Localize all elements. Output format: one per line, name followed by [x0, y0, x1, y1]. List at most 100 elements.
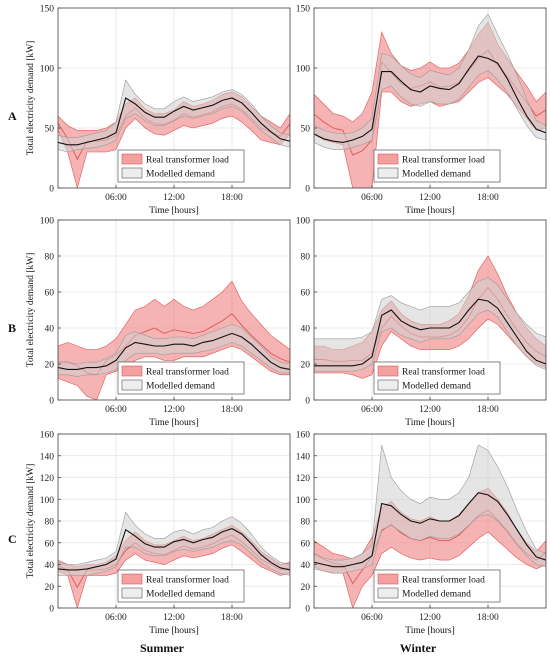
legend: Real transformer load Modelled demand: [117, 361, 245, 395]
modelled-demand-band: [314, 444, 546, 574]
series-layer: [314, 13, 546, 188]
x-tick-label: 18:00: [477, 193, 499, 203]
series-layer: [314, 444, 546, 608]
y-tick-label: 40: [301, 325, 311, 335]
legend: Real transformer load Modelled demand: [117, 569, 245, 603]
legend-swatch-real: [121, 573, 143, 585]
y-tick-label: 100: [296, 65, 311, 75]
y-tick-label: 40: [45, 561, 55, 571]
legend-swatch-modelled: [377, 379, 399, 391]
modelled-demand-line: [58, 332, 290, 370]
y-tick-label: 0: [305, 397, 310, 407]
x-tick-label: 12:00: [163, 405, 185, 415]
legend-swatch-modelled: [377, 167, 399, 179]
x-tick-label: 12:00: [419, 405, 441, 415]
legend-label-real: Real transformer load: [146, 155, 229, 166]
x-tick-label: 06:00: [105, 193, 127, 203]
legend-swatch-real: [377, 573, 399, 585]
modelled-demand-band: [314, 13, 546, 150]
legend: Real transformer load Modelled demand: [373, 149, 501, 183]
y-tick-label: 100: [296, 217, 311, 227]
x-tick-label: 12:00: [419, 193, 441, 203]
legend-label-modelled: Modelled demand: [146, 382, 215, 392]
y-tick-label: 160: [296, 431, 311, 441]
panel-b-winter: 0 20 40 60 80 100 06:00 12:00 18:00 Time [hours] R…: [296, 217, 547, 428]
legend-swatch-modelled: [121, 167, 143, 179]
y-tick-label: 140: [40, 452, 55, 462]
series-layer: [58, 511, 290, 608]
modelled-demand-line: [314, 492, 546, 568]
modelled-demand-band: [58, 324, 290, 377]
y-tick-label: 50: [45, 125, 55, 135]
legend-swatch-real: [121, 365, 143, 377]
y-tick-label: 80: [301, 518, 311, 528]
legend-label-real: Real transformer load: [146, 367, 229, 378]
y-tick-label: 0: [49, 397, 54, 407]
y-tick-label: 0: [305, 185, 310, 195]
x-axis-title: Time [hours]: [149, 626, 199, 636]
panel-a-winter: 0 50 100 150 06:00 12:00 18:00 Time [hours] Real…: [296, 5, 547, 216]
x-tick-label: 06:00: [361, 613, 383, 623]
legend: Real transformer load Modelled demand: [117, 149, 245, 183]
legend-swatch-real: [377, 365, 399, 377]
modelled-demand-line: [58, 97, 290, 146]
y-tick-label: 40: [45, 325, 55, 335]
y-tick-label: 60: [301, 289, 311, 299]
y-tick-label: 150: [40, 5, 55, 15]
y-tick-label: 60: [301, 539, 311, 549]
y-tick-label: 20: [301, 361, 311, 371]
y-tick-label: 80: [301, 253, 311, 263]
y-axis-title: Total electricity demand [kW]: [26, 253, 36, 368]
legend-swatch-real: [377, 153, 399, 165]
legend-label-real: Real transformer load: [402, 367, 485, 378]
legend-swatch-modelled: [121, 587, 143, 599]
row-label-b: B: [8, 321, 16, 335]
panel-c-winter: 0 20 40 60 80 100 120 140 160 06:00 12:00 18:00 Time…: [296, 431, 547, 636]
x-tick-label: 12:00: [163, 193, 185, 203]
legend-label-modelled: Modelled demand: [146, 590, 215, 600]
x-tick-label: 06:00: [361, 193, 383, 203]
modelled-demand-line: [314, 298, 546, 367]
y-tick-label: 80: [45, 518, 55, 528]
legend-label-real: Real transformer load: [146, 575, 229, 586]
legend: Real transformer load Modelled demand: [373, 569, 501, 603]
y-tick-label: 150: [296, 5, 311, 15]
y-tick-label: 120: [296, 474, 311, 484]
y-tick-label: 60: [45, 289, 55, 299]
x-tick-label: 18:00: [477, 405, 499, 415]
legend-label-real: Real transformer load: [402, 575, 485, 586]
series-layer: [314, 255, 546, 379]
legend-swatch-modelled: [121, 379, 143, 391]
y-tick-label: 100: [40, 217, 55, 227]
column-label-winter: Winter: [400, 641, 437, 655]
y-tick-label: 0: [305, 605, 310, 615]
x-tick-label: 12:00: [163, 613, 185, 623]
y-tick-label: 100: [40, 65, 55, 75]
x-tick-label: 18:00: [221, 405, 243, 415]
y-axis-title: Total electricity demand [kW]: [26, 464, 36, 579]
legend-label-real: Real transformer load: [402, 155, 485, 166]
y-tick-label: 160: [40, 431, 55, 441]
legend: Real transformer load Modelled demand: [373, 361, 501, 395]
y-tick-label: 120: [40, 474, 55, 484]
x-axis-title: Time [hours]: [149, 418, 199, 428]
x-tick-label: 06:00: [361, 405, 383, 415]
y-tick-label: 100: [40, 496, 55, 506]
y-tick-label: 0: [49, 605, 54, 615]
column-label-summer: Summer: [140, 641, 185, 655]
legend-label-modelled: Modelled demand: [146, 170, 215, 180]
modelled-demand-line: [58, 528, 290, 571]
x-axis-title: Time [hours]: [405, 206, 455, 216]
y-axis-title: Total electricity demand [kW]: [26, 41, 36, 156]
panel-c-summer: 0 20 40 60 80 100 120 140 160 06:00 12:00 18:00 Time…: [26, 431, 291, 636]
x-tick-label: 12:00: [419, 613, 441, 623]
x-tick-label: 18:00: [221, 613, 243, 623]
modelled-demand-line: [314, 55, 546, 143]
y-tick-label: 80: [45, 253, 55, 263]
panel-b-summer: 0 20 40 60 80 100 06:00 12:00 18:00 Time [hours] T…: [26, 217, 291, 428]
y-tick-label: 100: [296, 496, 311, 506]
row-label-a: A: [8, 109, 17, 123]
x-tick-label: 18:00: [477, 613, 499, 623]
x-tick-label: 18:00: [221, 193, 243, 203]
legend-label-modelled: Modelled demand: [402, 382, 471, 392]
